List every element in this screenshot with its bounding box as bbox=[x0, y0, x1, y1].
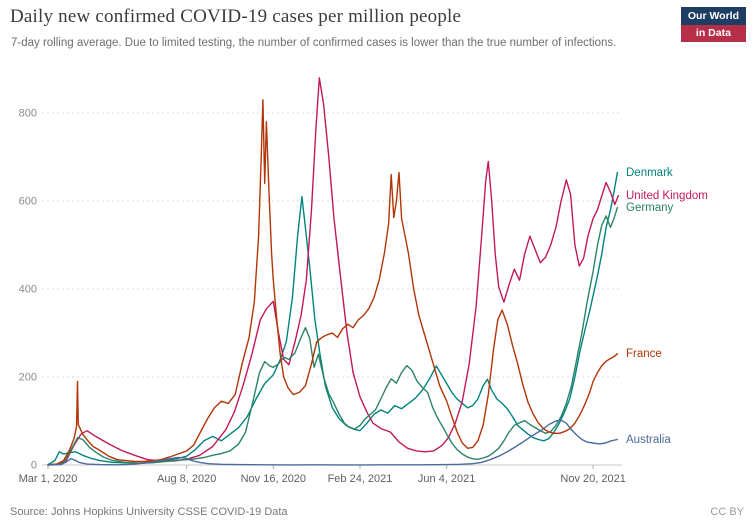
series-line-denmark bbox=[47, 171, 619, 466]
x-tick-label: Feb 24, 2021 bbox=[328, 473, 393, 485]
y-tick-label: 0 bbox=[31, 460, 37, 472]
owid-logo-line1: Our World bbox=[680, 7, 746, 25]
x-tick-label: Aug 8, 2020 bbox=[157, 473, 216, 485]
series-line-united-kingdom bbox=[47, 77, 619, 466]
series-line-germany bbox=[47, 206, 619, 466]
x-tick-label: Jun 4, 2021 bbox=[418, 473, 476, 485]
y-tick-label: 800 bbox=[19, 108, 37, 120]
owid-logo-line2: in Data bbox=[680, 24, 746, 42]
footer: Source: Johns Hopkins University CSSE CO… bbox=[10, 506, 744, 518]
series-label-united-kingdom: United Kingdom bbox=[626, 190, 708, 202]
y-tick-label: 600 bbox=[19, 196, 37, 208]
source-note: Source: Johns Hopkins University CSSE CO… bbox=[10, 506, 288, 518]
series-label-denmark: Denmark bbox=[626, 167, 673, 179]
series-line-france bbox=[47, 99, 619, 466]
chart-title: Daily new confirmed COVID-19 cases per m… bbox=[10, 6, 462, 27]
x-tick-label: Nov 16, 2020 bbox=[241, 473, 306, 485]
x-tick-label: Mar 1, 2020 bbox=[19, 473, 78, 485]
y-tick-label: 200 bbox=[19, 372, 37, 384]
series-line-australia bbox=[47, 419, 619, 466]
series-label-germany: Germany bbox=[626, 202, 674, 214]
line-chart-canvas[interactable]: 0 200 400 600 800 Mar 1, 2020 Aug 8, 2020 Nov 1… bbox=[0, 70, 754, 500]
series-label-australia: Australia bbox=[626, 434, 671, 446]
license-label[interactable]: CC BY bbox=[710, 506, 744, 518]
owid-logo[interactable]: Our World in Data bbox=[680, 7, 746, 42]
series-label-france: France bbox=[626, 348, 662, 360]
x-tick-label: Nov 20, 2021 bbox=[560, 473, 625, 485]
chart-subtitle: 7-day rolling average. Due to limited te… bbox=[11, 37, 617, 49]
y-tick-label: 400 bbox=[19, 284, 37, 296]
